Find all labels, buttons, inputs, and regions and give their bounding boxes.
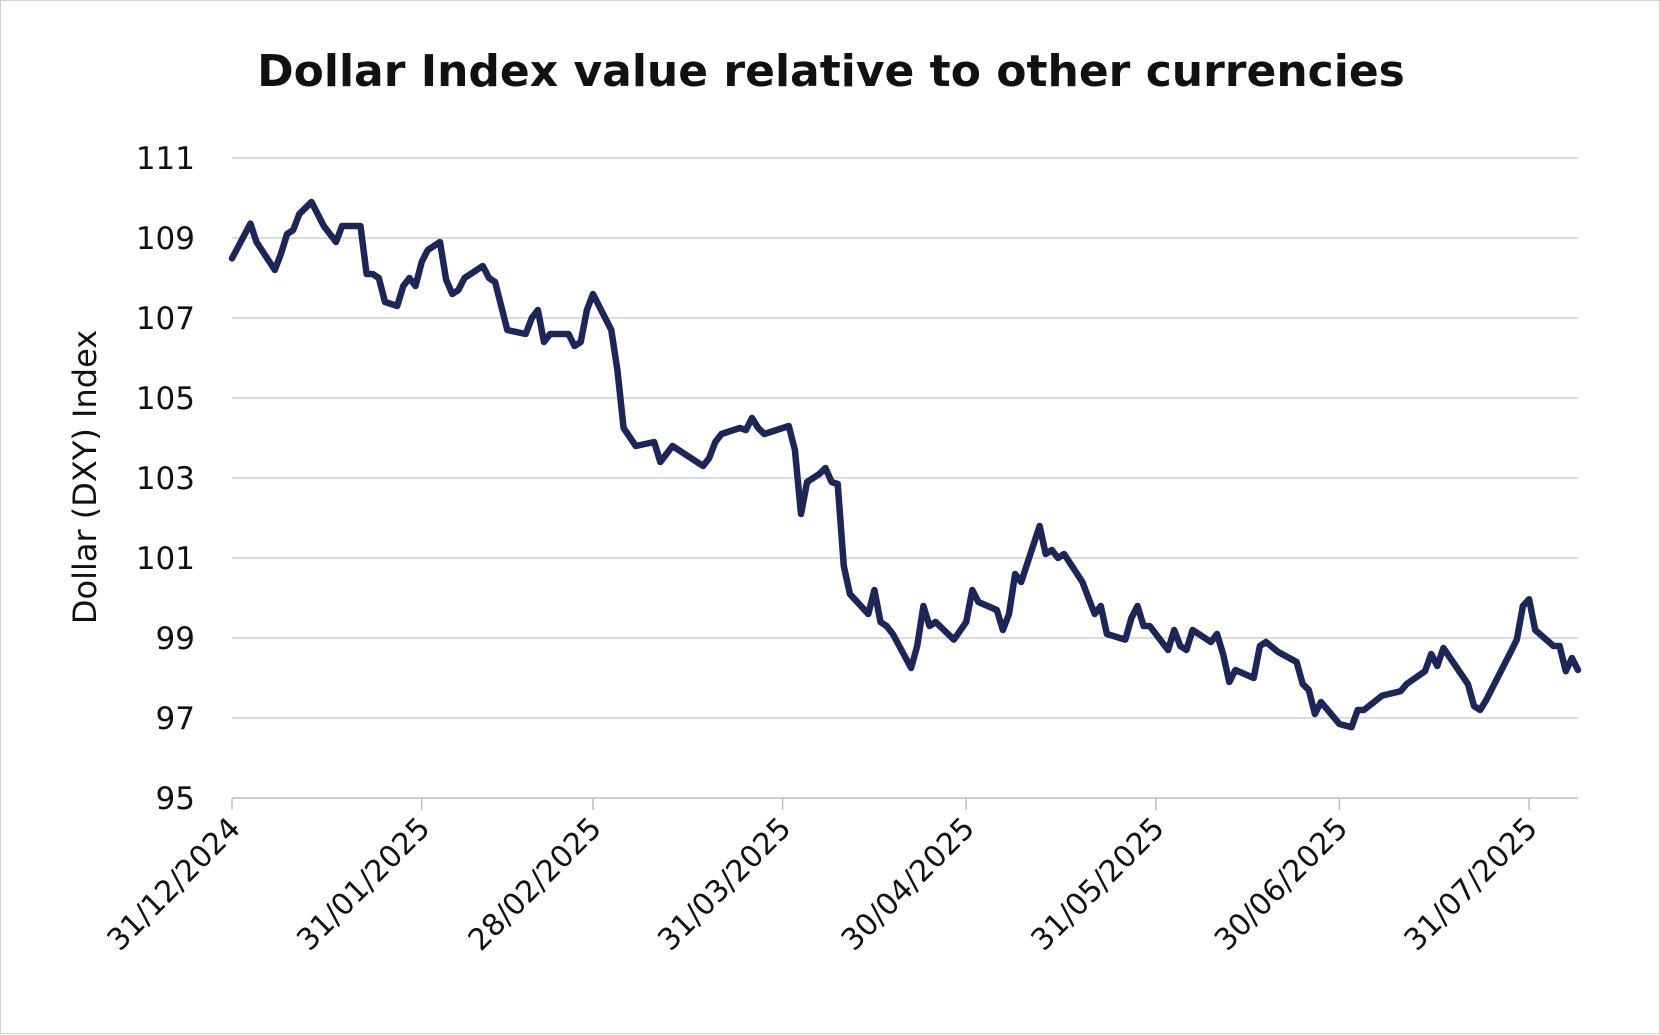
- x-tick-label: 31/01/2025: [290, 811, 437, 958]
- y-tick-labels: 95 97 99 101 103 105 107 109 111: [136, 141, 195, 817]
- x-tick-label: 31/07/2025: [1398, 811, 1545, 958]
- y-tick-label: 99: [156, 621, 195, 657]
- chart-title: Dollar Index value relative to other cur…: [257, 46, 1405, 97]
- x-tick-label: 28/02/2025: [462, 811, 609, 958]
- y-tick-label: 107: [136, 301, 195, 337]
- y-axis-label: Dollar (DXY) Index: [66, 330, 104, 624]
- gridlines: [232, 158, 1578, 718]
- series-line: [232, 202, 1578, 727]
- x-tick-label: 30/06/2025: [1208, 811, 1355, 958]
- x-tick-label: 31/03/2025: [651, 811, 798, 958]
- y-tick-label: 97: [156, 701, 195, 737]
- y-tick-label: 95: [156, 781, 195, 817]
- y-tick-label: 103: [136, 461, 195, 497]
- y-tick-label: 101: [136, 541, 195, 577]
- series-group: [232, 202, 1578, 727]
- y-tick-label: 109: [136, 221, 195, 257]
- x-tick-label: 30/04/2025: [835, 811, 982, 958]
- y-tick-label: 111: [136, 141, 195, 177]
- x-tick-label: 31/12/2024: [101, 811, 248, 958]
- x-tick-label: 31/05/2025: [1024, 811, 1171, 958]
- y-tick-label: 105: [136, 381, 195, 417]
